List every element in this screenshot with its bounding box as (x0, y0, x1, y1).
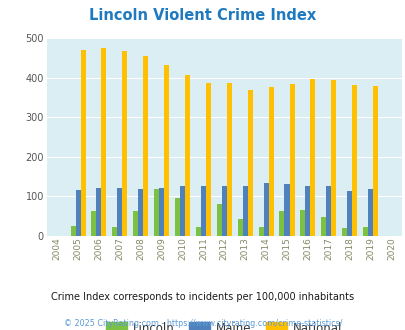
Text: © 2025 CityRating.com - https://www.cityrating.com/crime-statistics/: © 2025 CityRating.com - https://www.city… (64, 319, 341, 328)
Bar (70, 226, 75, 236)
Bar (200, 186, 205, 236)
Bar (112, 227, 117, 236)
Bar (154, 189, 159, 236)
Bar (362, 227, 367, 236)
Bar (284, 184, 289, 236)
Bar (185, 75, 190, 236)
Bar (205, 83, 211, 236)
Bar (330, 80, 335, 236)
Bar (305, 186, 310, 236)
Bar (226, 83, 231, 236)
Bar (326, 186, 330, 236)
Bar (179, 186, 185, 236)
Bar (133, 212, 138, 236)
Legend: Lincoln, Maine, National: Lincoln, Maine, National (101, 317, 346, 330)
Bar (117, 188, 122, 236)
Bar (159, 188, 164, 236)
Bar (195, 227, 200, 236)
Bar (300, 210, 305, 236)
Bar (310, 79, 315, 236)
Bar (341, 228, 346, 236)
Bar (175, 198, 179, 236)
Bar (96, 188, 101, 236)
Bar (346, 191, 352, 236)
Bar (258, 227, 263, 236)
Bar (263, 183, 268, 236)
Bar (279, 212, 284, 236)
Bar (138, 189, 143, 236)
Bar (101, 48, 106, 236)
Bar (164, 65, 169, 236)
Bar (80, 50, 85, 236)
Bar (367, 189, 372, 236)
Bar (221, 186, 226, 236)
Bar (75, 190, 80, 236)
Bar (372, 86, 377, 236)
Text: Crime Index corresponds to incidents per 100,000 inhabitants: Crime Index corresponds to incidents per… (51, 292, 354, 302)
Bar (352, 85, 356, 236)
Bar (237, 218, 242, 236)
Bar (289, 84, 294, 236)
Bar (247, 90, 252, 236)
Bar (320, 217, 326, 236)
Text: Lincoln Violent Crime Index: Lincoln Violent Crime Index (89, 8, 316, 23)
Bar (122, 51, 127, 236)
Bar (242, 186, 247, 236)
Bar (216, 204, 221, 236)
Bar (143, 56, 148, 236)
Bar (268, 87, 273, 236)
Bar (91, 212, 96, 236)
